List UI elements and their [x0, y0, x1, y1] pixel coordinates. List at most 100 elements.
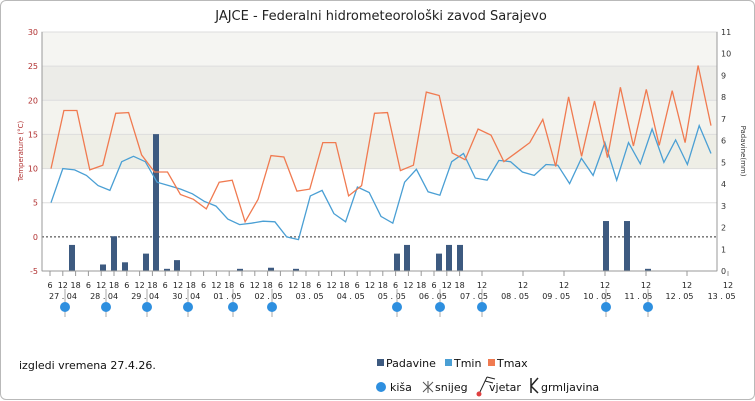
- x-tick-label-hour: 18: [224, 281, 234, 290]
- rain-icon: [392, 302, 402, 312]
- legend: Padavine Tmin Tmax kiša snijeg vjetar: [376, 357, 599, 397]
- y-tick-right: 11: [721, 28, 731, 37]
- y-axis-left: -5 0 5 10 15 20 25 30: [28, 28, 43, 276]
- x-tick-label-hour: 6: [393, 281, 398, 290]
- x-tick-label-day: 03 . 05: [296, 292, 324, 301]
- rain-icon: [101, 302, 111, 312]
- x-tick-label-hour: 12: [365, 281, 375, 290]
- plot-band: [42, 32, 717, 67]
- x-tick-label-hour: 18: [147, 281, 157, 290]
- x-tick-label-hour: 18: [186, 281, 196, 290]
- temperature-lines: [50, 65, 712, 241]
- legend-vjetar-label: vjetar: [489, 381, 521, 394]
- precipitation-bar: [645, 268, 651, 271]
- precipitation-bar: [100, 264, 106, 271]
- x-tick-label-hour: 18: [416, 281, 426, 290]
- x-tick-label-hour: 6: [124, 281, 129, 290]
- rain-icon: [376, 382, 386, 392]
- rain-icon: [142, 302, 152, 312]
- x-tick-label-hour: 6: [355, 281, 360, 290]
- precipitation-bar: [436, 253, 442, 271]
- y-tick-left: 25: [28, 62, 38, 71]
- x-tick-label-hour: 6: [316, 281, 321, 290]
- rain-icon: [60, 302, 70, 312]
- precipitation-bar: [624, 221, 630, 271]
- y-tick-left: 0: [33, 233, 38, 242]
- x-tick-label-hour: 18: [301, 281, 311, 290]
- legend-tmax-label: Tmax: [496, 357, 528, 370]
- x-tick-label-hour: 6: [86, 281, 91, 290]
- precipitation-bar: [122, 262, 128, 271]
- rain-icon: [601, 302, 611, 312]
- y-tick-left: 5: [33, 199, 38, 208]
- y-tick-right: 9: [721, 71, 726, 80]
- precipitation-bar: [404, 244, 410, 271]
- x-tick-label-hour: 12: [58, 281, 68, 290]
- x-tick-label-hour: 12: [723, 281, 733, 290]
- x-tick-label-hour: 18: [263, 281, 273, 290]
- x-tick-label-day: 29 . 04: [131, 292, 159, 301]
- x-tick-label-hour: 12: [135, 281, 145, 290]
- x-tick-label-hour: 12: [288, 281, 298, 290]
- thunderstorm-icon: [530, 377, 539, 394]
- x-tick-label-hour: 12: [559, 281, 569, 290]
- precipitation-bar: [603, 221, 609, 271]
- x-tick-label-hour: 12: [641, 281, 651, 290]
- legend-tmin-label: Tmin: [453, 357, 481, 370]
- plot-band: [42, 66, 717, 101]
- y-tick-left: 10: [28, 165, 38, 174]
- x-tick-label-day: 06 . 05: [419, 292, 447, 301]
- y-tick-left: -5: [30, 267, 38, 276]
- y-tick-right: 1: [721, 245, 726, 254]
- y-tick-right: 5: [721, 158, 726, 167]
- x-tick-label-hour: 6: [163, 281, 168, 290]
- x-tick-label-day: 08 . 05: [501, 292, 529, 301]
- x-tick-label-hour: 12: [600, 281, 610, 290]
- precipitation-bar: [143, 253, 149, 271]
- x-tick-label-day: 07 . 05: [460, 292, 488, 301]
- snow-icon: [422, 381, 434, 393]
- wind-icon: [476, 376, 496, 397]
- y-tick-right: 7: [721, 115, 726, 124]
- precipitation-bar: [457, 244, 463, 271]
- x-tick-label-hour: 6: [201, 281, 206, 290]
- plot-band: [42, 134, 717, 169]
- y-tick-left: 20: [28, 96, 38, 105]
- precipitation-bar: [111, 236, 117, 271]
- x-tick-label-hour: 12: [442, 281, 452, 290]
- x-tick-label-hour: 12: [518, 281, 528, 290]
- precipitation-bar: [394, 253, 400, 271]
- y-axis-left-title: Temperature (°C): [17, 121, 25, 183]
- y-axis-right-title: Padavine(mm): [739, 126, 747, 177]
- y-tick-right: 8: [721, 93, 726, 102]
- y-tick-right: 0: [721, 267, 726, 276]
- precipitation-bar: [174, 260, 180, 271]
- legend-padavine-label: Padavine: [386, 357, 436, 370]
- precipitation-bar: [153, 134, 159, 271]
- x-tick-label-hour: 18: [109, 281, 119, 290]
- x-tick-label-hour: 6: [278, 281, 283, 290]
- y-tick-right: 10: [721, 50, 731, 59]
- y-tick-left: 30: [28, 28, 38, 37]
- forecast-date-label: izgledi vremena 27.4.26.: [19, 359, 156, 372]
- legend-grmljavina-label: grmljavina: [541, 381, 599, 394]
- series-line-tmin: [50, 123, 712, 241]
- precipitation-bars: [69, 134, 651, 271]
- x-tick-label-hour: 6: [431, 281, 436, 290]
- x-tick-label-hour: 6: [47, 281, 52, 290]
- rain-icon: [435, 302, 445, 312]
- y-tick-right: 2: [721, 224, 726, 233]
- rain-icon: [267, 302, 277, 312]
- x-tick-label-hour: 12: [211, 281, 221, 290]
- series-line-tmax: [50, 65, 712, 224]
- x-tick-label-day: 13 . 05: [708, 292, 736, 301]
- x-tick-label-hour: 12: [403, 281, 413, 290]
- x-axis: 6 12 18 6 12 18 6 12 18 6 12 18 6 12 18 6 12 18 6 12 18 6 12 18…: [42, 270, 736, 301]
- x-tick-label-day: 01 . 05: [213, 292, 241, 301]
- x-tick-label-hour: 12: [96, 281, 106, 290]
- x-tick-label-hour: 12: [682, 281, 692, 290]
- x-tick-label-day: 09 . 05: [542, 292, 570, 301]
- x-tick-label-day: 30 . 04: [172, 292, 200, 301]
- x-tick-label-day: 04 . 05: [337, 292, 365, 301]
